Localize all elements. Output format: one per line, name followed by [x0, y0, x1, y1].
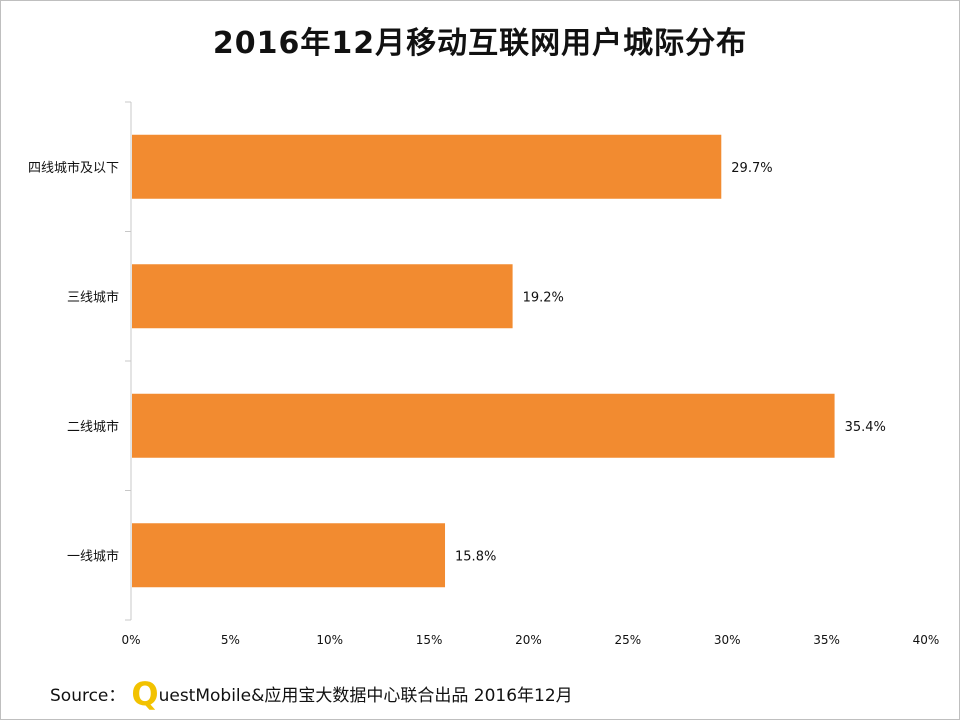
- x-tick-label: 10%: [316, 633, 343, 647]
- x-tick-label: 20%: [515, 633, 542, 647]
- bar: [132, 393, 835, 458]
- source-text: uestMobile&应用宝大数据中心联合出品 2016年12月: [158, 686, 573, 706]
- data-label: 35.4%: [845, 420, 886, 435]
- source-line: Source： Q uestMobile&应用宝大数据中心联合出品 2016年1…: [50, 675, 573, 713]
- data-label: 15.8%: [455, 549, 496, 564]
- category-label: 一线城市: [67, 548, 119, 564]
- data-label: 19.2%: [523, 290, 564, 305]
- category-label: 二线城市: [67, 419, 119, 435]
- questmobile-logo-letter: Q: [131, 675, 159, 713]
- source-prefix: Source：: [50, 686, 126, 706]
- x-tick-label: 35%: [813, 633, 840, 647]
- x-tick-label: 15%: [416, 633, 443, 647]
- bar: [132, 134, 722, 199]
- category-label: 四线城市及以下: [28, 160, 119, 176]
- bar: [132, 264, 513, 329]
- chart-title: 2016年12月移动互联网用户城际分布: [212, 26, 748, 61]
- x-tick-label: 40%: [913, 633, 940, 647]
- x-tick-label: 30%: [714, 633, 741, 647]
- x-tick-label: 0%: [121, 633, 140, 647]
- x-tick-label: 5%: [221, 633, 240, 647]
- data-label: 29.7%: [731, 161, 772, 176]
- x-tick-label: 25%: [615, 633, 642, 647]
- category-label: 三线城市: [67, 289, 119, 305]
- bar: [132, 523, 446, 588]
